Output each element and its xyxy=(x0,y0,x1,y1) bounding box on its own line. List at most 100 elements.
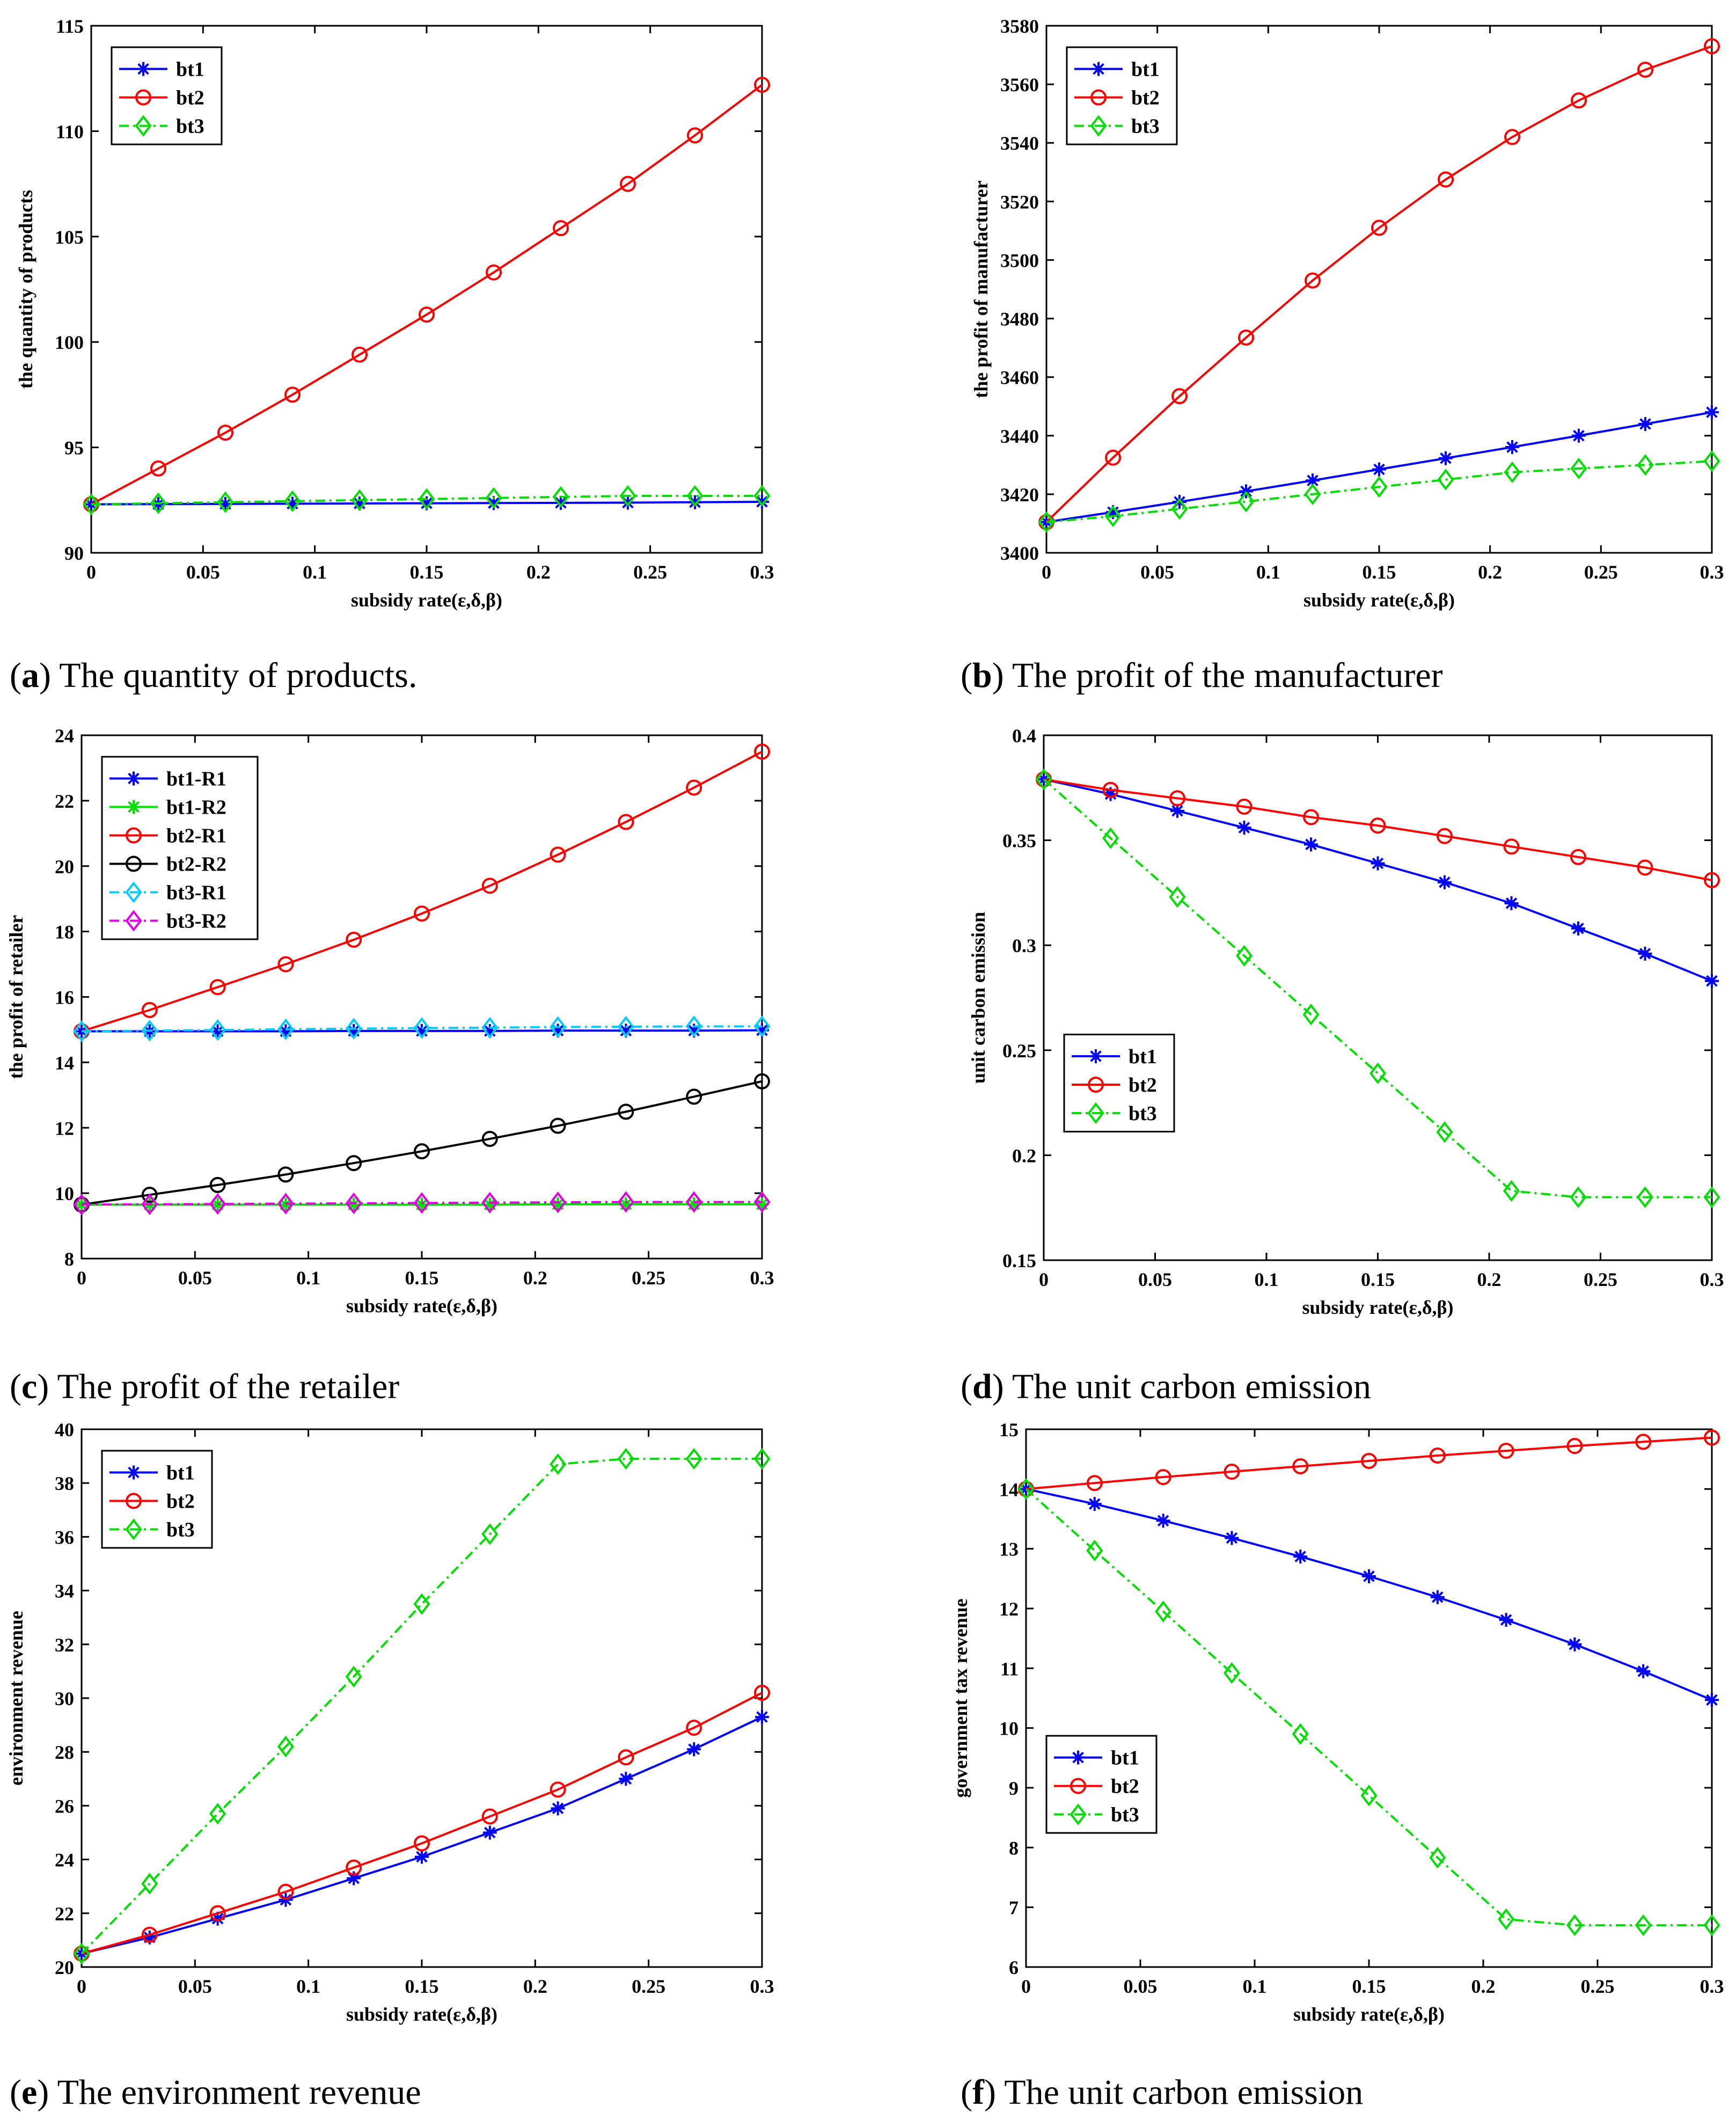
data-point-bt2-R2 xyxy=(550,1117,566,1134)
data-point-bt3 xyxy=(1304,483,1321,506)
data-point-bt2 xyxy=(1303,809,1319,825)
y-tick-label: 3560 xyxy=(1000,74,1039,96)
data-point-bt2 xyxy=(1637,61,1653,78)
data-point-bt2-R2 xyxy=(686,1088,702,1105)
data-point-bt1 xyxy=(621,495,635,510)
data-point-bt1 xyxy=(1106,505,1120,520)
data-point-bt2 xyxy=(1155,1469,1171,1486)
data-point-bt1-R1-lines xyxy=(347,1024,361,1038)
data-point-bt2-R2 xyxy=(141,1187,158,1203)
data-point-bt1-lines xyxy=(487,496,501,510)
y-tick-label: 38 xyxy=(55,1473,74,1494)
data-point-bt3 xyxy=(1102,827,1119,849)
data-point-bt1-R2 xyxy=(415,1197,429,1212)
x-tick-label: 0.15 xyxy=(1363,561,1396,583)
data-point-bt1 xyxy=(1705,1693,1719,1707)
data-point-bt3 xyxy=(1223,1662,1240,1684)
data-point-bt3 xyxy=(1171,498,1188,520)
data-point-bt3 xyxy=(1429,1847,1446,1869)
data-point-bt1-R1 xyxy=(482,1024,497,1038)
data-point-bt3-R2 xyxy=(141,1193,158,1216)
data-point-bt3-R2 xyxy=(413,1192,430,1214)
data-point-bt3 xyxy=(1703,450,1720,472)
y-tick-label: 22 xyxy=(55,791,74,812)
data-point-bt2-R2 xyxy=(414,1143,430,1160)
legend-label-bt3: bt3 xyxy=(1131,115,1160,138)
data-point-bt1-R1-lines xyxy=(482,1024,497,1038)
data-point-bt2 xyxy=(550,1781,566,1798)
legend-box xyxy=(101,756,259,940)
legend: bt1 bt2 bt3 xyxy=(1045,1735,1158,1834)
data-point-bt2-R1 xyxy=(550,846,566,863)
y-tick-label: 12 xyxy=(55,1117,74,1139)
x-tick-label: 0.2 xyxy=(526,561,551,583)
x-tick-label: 0 xyxy=(77,1267,86,1289)
data-point-bt1-lines xyxy=(347,1871,361,1885)
data-point-bt1-R2 xyxy=(687,1197,701,1211)
y-tick-label: 18 xyxy=(55,922,74,943)
caption-letter: c xyxy=(21,1367,37,1406)
data-point-bt2 xyxy=(620,176,636,192)
data-point-bt1-lines xyxy=(1173,495,1186,509)
chart-panel-5: 0 0.05 0.1 0.15 0.2 0.25 0.3 6 7 8 9 10 11 12 13 14 15 su… xyxy=(950,1419,1724,2025)
x-tick-label: 0.1 xyxy=(296,1976,320,1997)
caption-letter: f xyxy=(972,2073,985,2112)
data-point-bt1 xyxy=(1438,875,1452,889)
legend-marker-bt2-R2 xyxy=(126,856,142,872)
data-point-bt1-lines xyxy=(619,1772,633,1786)
data-point-bt1-lines xyxy=(1306,473,1320,488)
data-point-bt2 xyxy=(1438,171,1454,188)
data-point-bt2 xyxy=(1704,872,1720,888)
caption-letter: b xyxy=(972,656,992,695)
data-point-bt1 xyxy=(1499,1613,1513,1627)
series-group xyxy=(1038,38,1720,533)
data-point-bt1 xyxy=(1567,1637,1582,1651)
y-tick-label: 90 xyxy=(64,543,84,564)
y-tick-label: 110 xyxy=(56,121,84,142)
data-point-bt1 xyxy=(1371,856,1385,871)
y-tick-label: 12 xyxy=(999,1598,1019,1620)
data-point-bt2 xyxy=(277,1883,294,1900)
legend-marker-bt1-lines xyxy=(1089,1049,1103,1063)
data-point-bt3 xyxy=(552,486,569,508)
data-point-bt1-R1 xyxy=(210,1024,225,1039)
data-point-bt1 xyxy=(1504,896,1519,910)
data-point-bt1-lines xyxy=(1499,1613,1513,1627)
caption-paren-open: ( xyxy=(10,656,21,695)
data-point-bt1 xyxy=(1372,462,1386,477)
data-point-bt1-R2 xyxy=(755,1197,769,1211)
data-point-bt1 xyxy=(554,495,568,510)
caption-text: ) The unit carbon emission xyxy=(984,2073,1363,2112)
legend-box xyxy=(1045,1735,1158,1834)
y-tick-label: 20 xyxy=(55,1957,74,1978)
data-point-bt1 xyxy=(1306,473,1320,488)
data-point-bt3 xyxy=(413,1593,430,1615)
data-point-bt3 xyxy=(1086,1539,1103,1562)
data-point-bt3 xyxy=(1292,1723,1309,1745)
y-tick-label: 24 xyxy=(55,1849,74,1871)
caption-letter: a xyxy=(21,656,39,695)
caption-text: ) The quantity of products. xyxy=(39,656,417,695)
x-tick-label: 0.1 xyxy=(1255,1269,1279,1290)
series-line-bt3-R1 xyxy=(81,1025,762,1033)
data-point-bt2-R1 xyxy=(141,1001,158,1018)
data-point-bt1-R1-lines xyxy=(687,1024,701,1038)
y-tick-label: 24 xyxy=(55,725,74,747)
data-point-bt1-R1 xyxy=(755,1023,769,1037)
data-point-bt3 xyxy=(1360,1785,1378,1807)
legend-box xyxy=(1063,1033,1175,1132)
data-point-bt1 xyxy=(279,1892,293,1907)
series-line-bt2-R1 xyxy=(81,750,763,1033)
data-point-bt1-lines xyxy=(1039,515,1053,529)
data-point-bt3-R2 xyxy=(685,1191,702,1213)
data-point-bt3-R1 xyxy=(617,1015,634,1038)
data-point-bt1-lines xyxy=(1505,440,1519,455)
data-point-bt1-R1-lines xyxy=(210,1024,225,1039)
data-point-bt1 xyxy=(285,496,299,511)
chart-panel-3: 0 0.05 0.1 0.15 0.2 0.25 0.3 0.15 0.2 0.25 0.3 0.35… xyxy=(968,725,1724,1318)
data-point-bt1-lines xyxy=(279,1892,293,1907)
x-axis-label: subsidy rate(ε,δ,β) xyxy=(346,2004,497,2025)
data-point-bt1-R1-lines xyxy=(415,1024,429,1038)
data-point-bt1-R2-lines xyxy=(619,1197,633,1211)
